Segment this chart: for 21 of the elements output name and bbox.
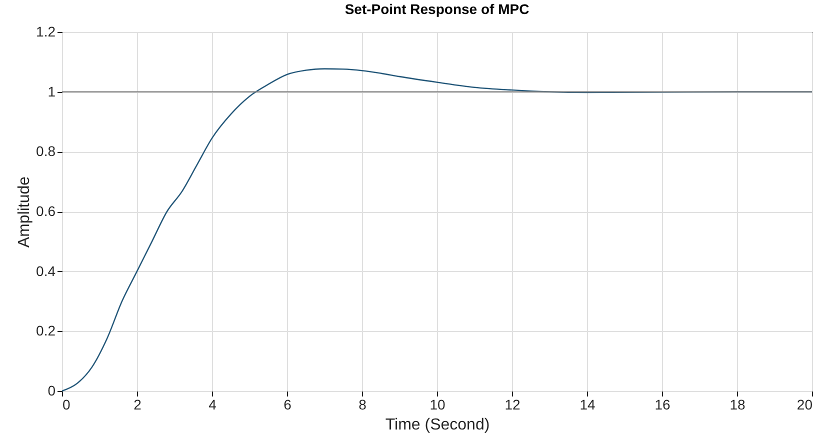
y-tick-label: 1.2	[36, 24, 56, 40]
x-tick-label: 20	[796, 396, 813, 412]
x-axis-title: Time (Second)	[385, 416, 490, 434]
y-tick-label: 1	[48, 83, 56, 100]
y-tick-label: 0	[48, 382, 56, 398]
chart-title: Set-Point Response of MPC	[344, 1, 530, 17]
x-tick-label: 2	[134, 396, 142, 412]
x-tick-label: 12	[504, 396, 520, 412]
y-tick-label: 0.8	[36, 143, 56, 160]
x-tick-label: 8	[358, 396, 367, 412]
y-tick-label: 0.4	[36, 262, 56, 279]
x-tick-label: 18	[730, 396, 746, 412]
x-tick-label: 0	[62, 396, 70, 412]
y-axis-title: Amplitude	[16, 176, 34, 248]
x-tick-label: 6	[284, 396, 292, 412]
x-tick-label: 16	[654, 396, 670, 412]
y-tick-label: 0.6	[36, 203, 56, 219]
y-tick-label: 0.2	[36, 322, 56, 339]
x-tick-label: 14	[580, 396, 596, 412]
x-tick-label: 10	[430, 396, 446, 412]
x-tick-label: 4	[208, 396, 217, 412]
